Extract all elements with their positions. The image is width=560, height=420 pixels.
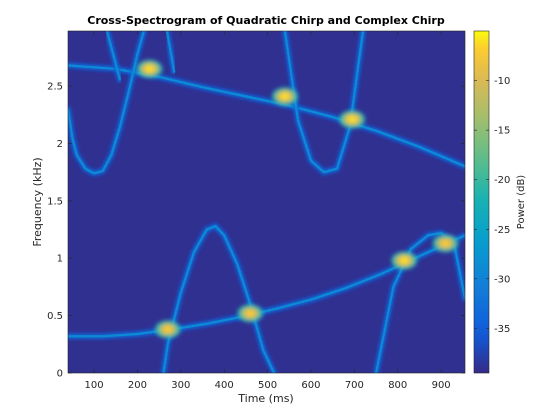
peak-3 <box>154 320 181 339</box>
peak-layer <box>136 59 459 339</box>
x-tick-label: 800 <box>388 380 407 391</box>
colorbar-label: Power (dB) <box>516 175 527 230</box>
y-tick-label: 2 <box>57 139 63 150</box>
peak-5 <box>391 251 418 270</box>
x-tick-label: 500 <box>258 380 277 391</box>
plot-background <box>68 31 465 373</box>
ridge-0 <box>68 64 465 168</box>
colorbar-tick-label: -30 <box>494 274 510 285</box>
colorbar-ticks: -35 -30 -25 -20 -15 -10 <box>474 76 510 335</box>
colorbar-tick-label: -10 <box>494 76 510 87</box>
x-tick-label: 100 <box>84 380 103 391</box>
colorbar-tick-label: -15 <box>494 126 510 137</box>
x-tick-label: 300 <box>171 380 190 391</box>
peak-6 <box>432 234 459 253</box>
colorbar: -35 -30 -25 -20 -15 -10 Power (dB) <box>473 30 527 374</box>
peak-1 <box>271 87 298 106</box>
y-axis: 0 0.5 1 1.5 2 2.5 <box>47 82 465 380</box>
y-tick-label: 1 <box>57 254 63 265</box>
plot-frame <box>67 30 466 374</box>
plot-area <box>67 30 466 374</box>
y-axis-label: Frequency (kHz) <box>31 157 44 246</box>
colorbar-tick-label: -35 <box>494 324 510 335</box>
x-tick-label: 200 <box>128 380 147 391</box>
y-tick-label: 0 <box>57 369 63 380</box>
x-tick-label: 900 <box>432 380 451 391</box>
colorbar-tick-label: -20 <box>494 175 510 186</box>
x-axis: 100 200 300 400 500 600 700 800 900 <box>84 31 451 391</box>
peak-0 <box>136 59 163 78</box>
colorbar-gradient <box>474 31 489 373</box>
y-tick-label: 0.5 <box>47 311 63 322</box>
colorbar-frame <box>473 30 490 374</box>
y-tick-label: 2.5 <box>47 82 63 93</box>
x-tick-label: 700 <box>345 380 364 391</box>
x-tick-label: 400 <box>215 380 234 391</box>
peak-2 <box>339 110 366 129</box>
ridge-layer <box>68 31 465 373</box>
ridge-7 <box>165 31 176 74</box>
chart-title: Cross-Spectrogram of Quadratic Chirp and… <box>87 14 445 27</box>
colorbar-tick-label: -25 <box>494 225 510 236</box>
peak-4 <box>237 304 264 323</box>
x-tick-label: 600 <box>301 380 320 391</box>
ridge-6 <box>105 31 122 82</box>
y-tick-label: 1.5 <box>47 196 63 207</box>
ridge-2 <box>68 31 146 175</box>
x-axis-label: Time (ms) <box>237 392 293 405</box>
